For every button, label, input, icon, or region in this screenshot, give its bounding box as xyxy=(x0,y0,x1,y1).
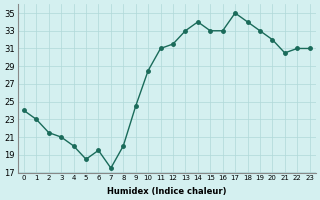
X-axis label: Humidex (Indice chaleur): Humidex (Indice chaleur) xyxy=(107,187,227,196)
